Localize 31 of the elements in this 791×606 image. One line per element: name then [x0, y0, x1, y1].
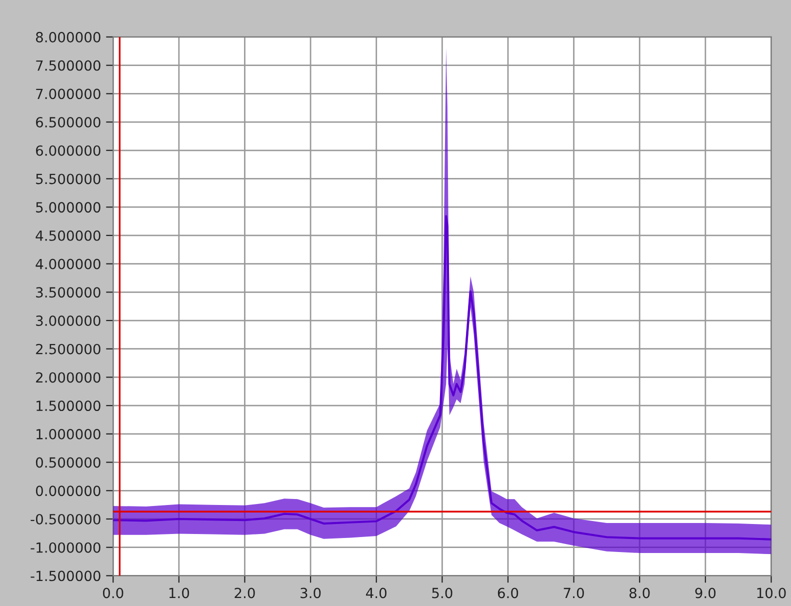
x-tick-label: 2.0 — [234, 588, 255, 598]
y-tick-label: -1.500000 — [30, 570, 100, 582]
y-tick-label: 6.500000 — [36, 117, 100, 128]
y-tick-label: 1.000000 — [36, 428, 100, 440]
x-tick-label: 3.0 — [300, 588, 321, 598]
y-tick-label: 1.500000 — [36, 400, 100, 412]
x-tick-label: 5.0 — [432, 588, 452, 598]
y-tick-label: -1.000000 — [30, 542, 100, 553]
y-tick-label: 7.500000 — [36, 60, 100, 71]
y-tick-label: 4.500000 — [36, 230, 100, 241]
y-tick-label: 2.000000 — [36, 372, 100, 383]
y-tick-label: 0.500000 — [36, 457, 100, 468]
y-tick-label: 5.500000 — [36, 174, 100, 184]
y-tick-label: 4.000000 — [36, 258, 100, 270]
y-tick-label: 2.500000 — [36, 344, 100, 354]
y-tick-label: 7.000000 — [36, 88, 100, 100]
y-tick-label: 6.000000 — [36, 145, 100, 156]
x-tick-label: 7.0 — [564, 588, 584, 598]
x-tick-label: 6.0 — [498, 588, 518, 598]
x-tick-label: 1.0 — [169, 588, 190, 598]
x-tick-label: 10.0 — [757, 588, 786, 598]
y-tick-label: -0.500000 — [30, 514, 100, 524]
x-tick-label: 9.0 — [695, 588, 716, 598]
x-tick-label: 4.0 — [366, 588, 386, 598]
y-tick-label: 3.500000 — [36, 287, 100, 298]
y-tick-label: 0.000000 — [36, 486, 100, 496]
x-tick-label: 0.0 — [102, 588, 124, 598]
x-tick-label: 8.0 — [630, 588, 650, 598]
y-tick-label: 3.000000 — [36, 315, 100, 326]
y-tick-label: 8.000000 — [36, 32, 100, 42]
y-tick-label: 5.000000 — [36, 202, 100, 213]
